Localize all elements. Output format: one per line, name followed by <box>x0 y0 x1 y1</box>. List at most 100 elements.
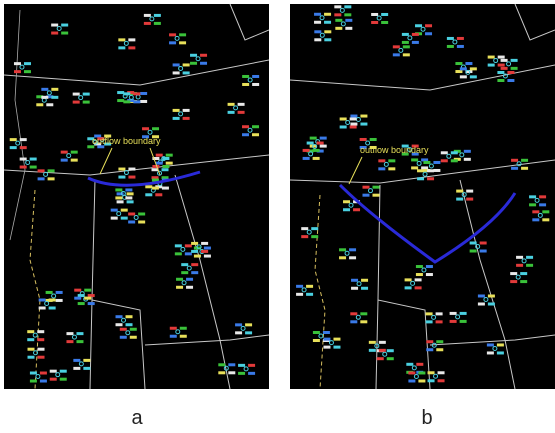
station-plot-glyph <box>183 71 190 74</box>
station-plot-glyph <box>120 336 127 339</box>
station-plot-glyph <box>252 133 259 136</box>
station-plot-glyph <box>415 24 422 27</box>
station-plot-glyph <box>73 359 80 362</box>
station-plot-glyph <box>379 341 386 344</box>
station-plot-glyph <box>460 67 467 70</box>
station-plot-glyph <box>20 166 27 169</box>
station-plot-glyph <box>303 149 310 152</box>
station-plot-glyph <box>349 256 356 259</box>
station-plot-glyph <box>194 255 201 258</box>
station-plot-glyph <box>314 38 321 41</box>
station-plot-glyph <box>320 145 327 148</box>
station-plot-glyph <box>441 151 448 154</box>
panel-label: a <box>131 407 143 429</box>
station-plot-glyph <box>142 127 149 130</box>
station-plot-glyph <box>438 379 445 382</box>
station-plot-glyph <box>340 125 347 128</box>
station-plot-glyph <box>335 19 342 22</box>
station-plot-glyph <box>335 27 342 30</box>
station-plot-glyph <box>20 138 27 141</box>
station-plot-glyph <box>235 331 242 334</box>
station-plot-glyph <box>118 176 125 179</box>
station-plot-glyph <box>381 21 388 24</box>
station-plot-glyph <box>60 370 67 373</box>
station-plot-glyph <box>84 289 91 292</box>
station-plot-glyph <box>466 198 473 201</box>
station-plot-glyph <box>40 380 47 383</box>
panel-b: outflow boundary <box>290 4 555 389</box>
station-plot-glyph <box>115 188 122 191</box>
station-plot-glyph <box>155 193 162 196</box>
station-plot-glyph <box>378 159 385 162</box>
station-plot-glyph <box>313 157 320 160</box>
station-plot-glyph <box>372 186 379 189</box>
station-plot-glyph <box>252 75 259 78</box>
station-plot-glyph <box>61 159 68 162</box>
station-plot-glyph <box>200 62 207 65</box>
station-plot-glyph <box>83 93 90 96</box>
station-plot-glyph <box>529 195 536 198</box>
station-plot-glyph <box>310 137 317 140</box>
station-plot-glyph <box>501 59 508 62</box>
station-plot-glyph <box>403 53 410 56</box>
station-plot-glyph <box>403 45 410 48</box>
station-plot-glyph <box>170 327 177 330</box>
station-plot-glyph <box>436 348 443 351</box>
station-plot-glyph <box>173 63 180 66</box>
station-plot-glyph <box>238 111 245 114</box>
station-plot-glyph <box>170 335 177 338</box>
station-plot-glyph <box>526 264 533 267</box>
station-plot-glyph <box>371 13 378 16</box>
station-plot-glyph <box>311 235 318 238</box>
station-plot-glyph <box>451 151 458 154</box>
station-plot-glyph <box>242 125 249 128</box>
station-plot-glyph <box>248 364 255 367</box>
station-plot-glyph <box>417 169 424 172</box>
station-plot-glyph <box>121 209 128 212</box>
station-plot-glyph <box>426 312 433 315</box>
station-plot-glyph <box>118 38 125 41</box>
station-plot-glyph <box>118 46 125 49</box>
station-plot-glyph <box>46 103 53 106</box>
station-plot-glyph <box>455 70 462 73</box>
station-plot-glyph <box>50 370 57 373</box>
station-plot-glyph <box>457 37 464 40</box>
station-plot-glyph <box>351 287 358 290</box>
station-plot-glyph <box>388 159 395 162</box>
station-plot-glyph <box>306 285 313 288</box>
station-plot-glyph <box>303 157 310 160</box>
station-plot-glyph <box>343 200 350 203</box>
station-plot-glyph <box>74 289 81 292</box>
station-plot-glyph <box>426 348 433 351</box>
station-plot-glyph <box>138 212 145 215</box>
station-plot-glyph <box>24 62 31 65</box>
station-plot-glyph <box>301 235 308 238</box>
station-plot-glyph <box>487 343 494 346</box>
station-plot-glyph <box>436 312 443 315</box>
station-plot-glyph <box>228 103 235 106</box>
station-plot-glyph <box>56 291 63 294</box>
station-plot-glyph <box>418 379 425 382</box>
station-plot-glyph <box>83 367 90 370</box>
station-plot-glyph <box>416 273 423 276</box>
station-plot-glyph <box>180 335 187 338</box>
station-plot-glyph <box>125 196 132 199</box>
station-plot-glyph <box>252 125 259 128</box>
station-plot-glyph <box>128 176 135 179</box>
station-plot-glyph <box>447 45 454 48</box>
station-plot-glyph <box>313 331 320 334</box>
station-plot-glyph <box>191 271 198 274</box>
station-plot-glyph <box>470 67 477 70</box>
station-plot-glyph <box>183 109 190 112</box>
station-plot-glyph <box>421 158 428 161</box>
station-plot-glyph <box>245 323 252 326</box>
station-plot-glyph <box>436 340 443 343</box>
station-plot-glyph <box>228 111 235 114</box>
station-plot-glyph <box>405 278 412 281</box>
station-plot-glyph <box>418 371 425 374</box>
station-plot-glyph <box>314 21 321 24</box>
station-plot-glyph <box>169 33 176 36</box>
station-plot-glyph <box>30 372 37 375</box>
station-plot-glyph <box>510 280 517 283</box>
station-plot-glyph <box>162 187 169 190</box>
